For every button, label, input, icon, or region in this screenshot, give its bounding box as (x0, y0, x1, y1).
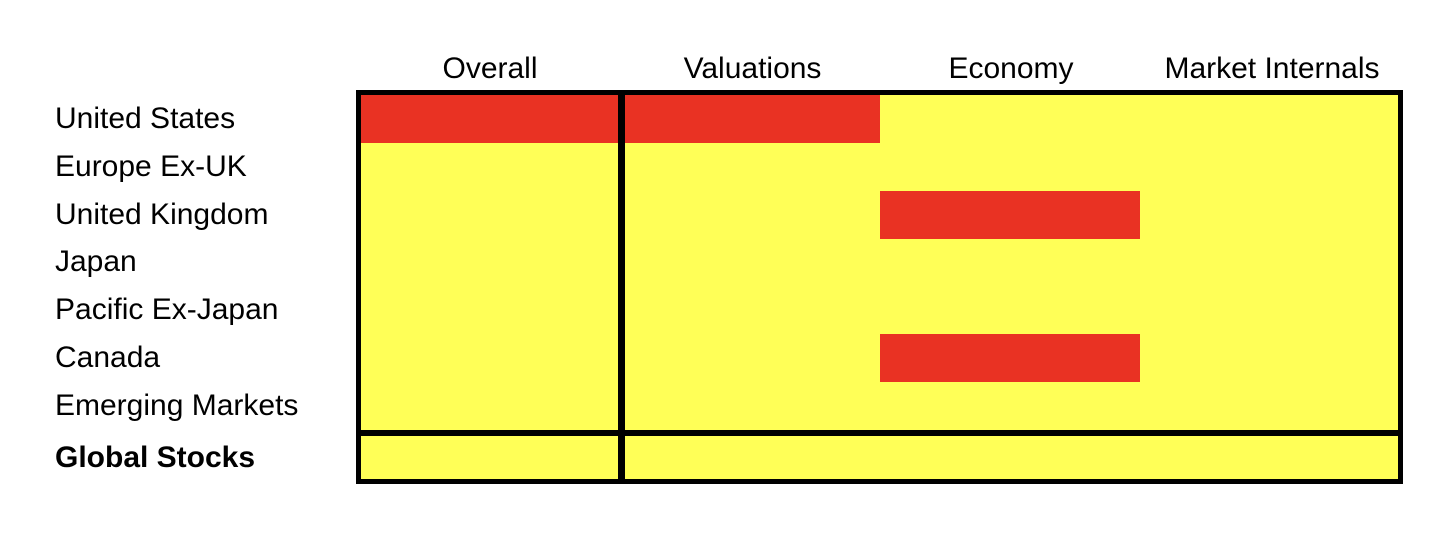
cell-pacific-ex-japan-economy (880, 286, 1140, 335)
overall-column-divider (618, 90, 625, 484)
cell-global-stocks-economy (880, 436, 1140, 479)
column-headers: Overall Valuations Economy Market Intern… (356, 48, 1403, 90)
cell-europe-ex-uk-economy (880, 142, 1140, 191)
cell-united-states-market-internals (1140, 95, 1398, 143)
cell-canada-valuations (625, 334, 880, 383)
row-label-europe-ex-uk: Europe Ex-UK (55, 149, 247, 183)
heatmap-bottom-row (361, 436, 1398, 479)
cell-united-kingdom-valuations (625, 190, 880, 239)
cell-canada-overall (361, 334, 625, 383)
column-header-overall: Overall (442, 52, 538, 85)
cell-europe-ex-uk-valuations (625, 142, 880, 191)
column-header-valuations: Valuations (683, 52, 822, 85)
cell-emerging-markets-economy (880, 382, 1140, 430)
row-label-united-states: United States (55, 101, 236, 135)
cell-canada-economy (880, 334, 1140, 383)
row-label-canada: Canada (55, 341, 161, 375)
row-label-global-stocks: Global Stocks (55, 440, 256, 474)
cell-europe-ex-uk-overall (361, 142, 625, 191)
cell-united-states-economy (880, 95, 1140, 143)
cell-pacific-ex-japan-overall (361, 286, 625, 335)
cell-united-kingdom-overall (361, 190, 625, 239)
cell-emerging-markets-market-internals (1140, 382, 1398, 430)
cell-japan-valuations (625, 238, 880, 287)
cell-emerging-markets-overall (361, 382, 625, 430)
cell-europe-ex-uk-market-internals (1140, 142, 1398, 191)
column-header-economy: Economy (948, 52, 1074, 85)
cell-japan-economy (880, 238, 1140, 287)
cell-japan-overall (361, 238, 625, 287)
row-label-pacific-ex-japan: Pacific Ex-Japan (55, 293, 279, 327)
cell-global-stocks-market-internals (1140, 436, 1398, 479)
cell-united-states-valuations (625, 95, 880, 143)
heatmap-body (361, 95, 1398, 430)
row-label-japan: Japan (55, 245, 137, 279)
column-header-market-internals: Market Internals (1164, 52, 1380, 85)
global-stocks-separator (356, 430, 1403, 436)
row-label-united-kingdom: United Kingdom (55, 197, 269, 231)
cell-japan-market-internals (1140, 238, 1398, 287)
cell-global-stocks-valuations (625, 436, 880, 479)
cell-pacific-ex-japan-valuations (625, 286, 880, 335)
cell-united-states-overall (361, 95, 625, 143)
cell-global-stocks-overall (361, 436, 625, 479)
cell-united-kingdom-economy (880, 190, 1140, 239)
row-label-emerging-markets: Emerging Markets (55, 389, 299, 423)
cell-pacific-ex-japan-market-internals (1140, 286, 1398, 335)
cell-canada-market-internals (1140, 334, 1398, 383)
cell-emerging-markets-valuations (625, 382, 880, 430)
cell-united-kingdom-market-internals (1140, 190, 1398, 239)
